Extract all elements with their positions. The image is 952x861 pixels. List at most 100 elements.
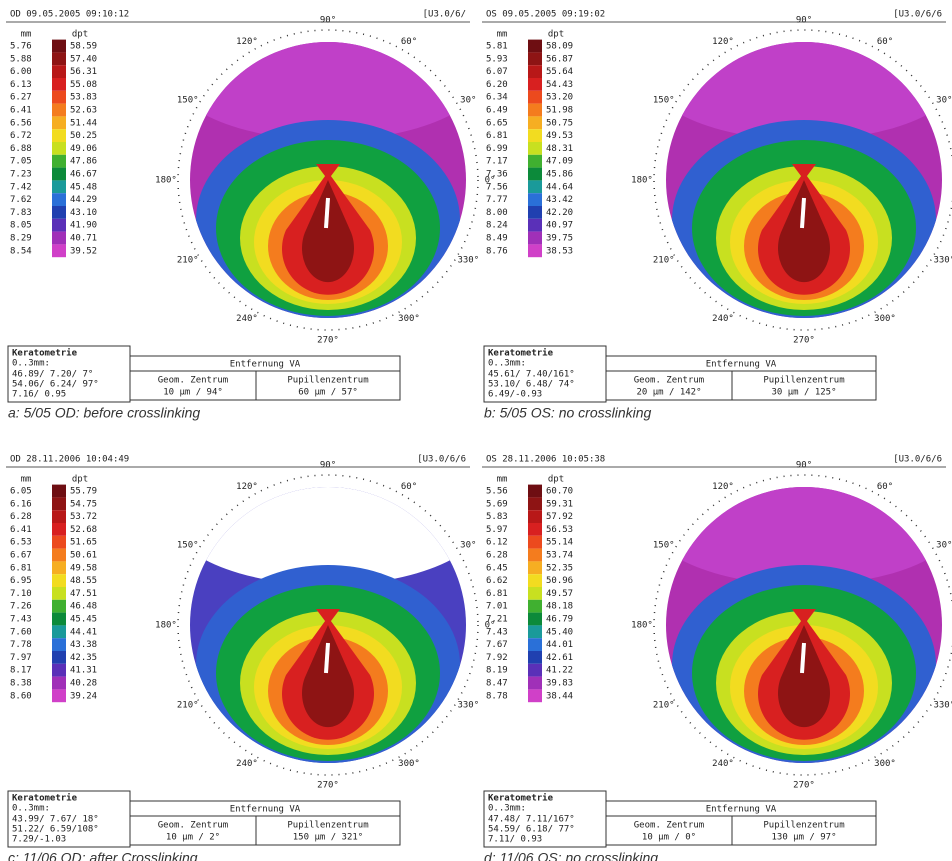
angle-label: 90° [796,16,812,26]
scale-dpt: 50.96 [546,576,573,586]
scale-mm: 6.53 [10,538,32,548]
scale-mm: 5.83 [486,512,508,522]
kerato-line: 54.06/ 6.24/ 97° [12,380,99,390]
scale-dpt: 51.98 [546,106,573,116]
angle-label: 300° [874,314,896,324]
scale-dpt: 49.58 [70,563,97,573]
scale-swatch [52,154,66,168]
scale-swatch [528,663,542,677]
scale-unit: dpt [548,475,564,485]
angle-label: 210° [177,701,199,711]
scale-mm: 7.42 [10,182,32,192]
scale-swatch [52,689,66,703]
scale-dpt: 57.40 [70,54,97,64]
scale-mm: 8.60 [10,691,32,701]
scale-mm: 8.29 [10,234,32,244]
header-left: OS 28.11.2006 10:05:38 [486,455,605,465]
map-top [666,487,942,585]
panel: OD 28.11.2006 10:04:49 [U3.0/6/6 mm dpt 6.05… [6,455,495,861]
scale-mm: 8.76 [486,246,508,256]
scale-swatch [52,548,66,562]
angle-label: 90° [796,461,812,471]
scale-dpt: 45.86 [546,170,573,180]
scale-mm: 5.76 [10,42,32,52]
topography-map [666,42,942,318]
angle-label: 60° [877,482,893,492]
scale-mm: 6.12 [486,538,508,548]
scale-dpt: 56.53 [546,525,573,535]
scale-swatch [52,65,66,78]
topography-map [190,42,466,318]
angle-label: 150° [653,96,675,106]
scale-dpt: 52.68 [70,525,97,535]
scale-mm: 7.97 [10,653,32,663]
scale-mm: 5.56 [486,487,508,497]
angle-label: 300° [398,314,420,324]
pupil-label: Pupillenzentrum [763,376,844,386]
scale-swatch [52,180,66,194]
scale-mm: 6.20 [486,80,508,90]
map-mark [800,197,806,229]
angle-label: 120° [712,482,734,492]
scale-swatch [528,129,542,142]
scale-swatch [52,523,66,536]
header-right: [U3.0/6/6 [893,10,942,20]
scale-dpt: 47.86 [70,157,97,167]
map-band [778,180,830,283]
scale-unit: mm [21,30,32,40]
scale-swatch [528,625,542,639]
scale-swatch [528,180,542,194]
scale-dpt: 46.67 [70,170,97,180]
scale-mm: 7.26 [10,602,32,612]
scale-mm: 5.97 [486,525,508,535]
kerato-title: Keratometrie [488,793,554,804]
map-mark [324,197,330,229]
distance-box [605,800,877,846]
scale-dpt: 48.55 [70,576,97,586]
kerato-title: Keratometrie [12,793,78,804]
scale-dpt: 44.64 [546,182,573,192]
panel: OD 09.05.2005 09:10:12 [U3.0/6/mm dpt 5.76 5… [6,10,495,421]
scale-swatch [528,497,542,511]
scale-dpt: 51.44 [70,118,97,128]
scale-dpt: 47.51 [70,589,97,599]
kerato-subtitle: 0..3mm: [488,359,526,369]
scale-dpt: 48.18 [546,602,573,612]
scale-mm: 6.07 [486,67,508,77]
scale-dpt: 55.64 [546,67,573,77]
scale-mm: 6.72 [10,131,32,141]
scale-mm: 7.92 [486,653,508,663]
angle-label: 120° [712,37,734,47]
scale-unit: dpt [548,30,564,40]
panel: OS 28.11.2006 10:05:38 [U3.0/6/6 mm dpt 5.56… [482,455,952,861]
scale-mm: 5.93 [486,54,508,64]
scale-swatch [52,676,66,690]
scale-swatch [528,638,542,651]
scale-mm: 8.49 [486,234,508,244]
scale-dpt: 53.72 [70,512,97,522]
map-band [302,180,354,283]
scale-mm: 6.45 [486,563,508,573]
scale-dpt: 49.53 [546,131,573,141]
distance-box [129,355,401,401]
map-band [778,625,830,728]
angle-label: 270° [793,336,815,346]
scale-swatch [528,561,542,575]
scale-swatch [52,103,66,117]
scale-dpt: 40.97 [546,221,573,231]
scale-dpt: 57.92 [546,512,573,522]
scale-swatch [52,218,66,232]
kerato-line: 7.29/-1.03 [12,835,66,845]
scale-dpt: 39.75 [546,234,573,244]
angle-label: 270° [793,781,815,791]
scale-dpt: 46.48 [70,602,97,612]
angle-label: 90° [320,16,336,26]
scale-swatch [528,78,542,91]
scale-swatch [528,599,542,613]
scale-mm: 6.28 [486,551,508,561]
scale-dpt: 47.09 [546,157,573,167]
scale-swatch [52,510,66,523]
pupil-value: 30 µm / 125° [771,388,836,398]
scale-dpt: 53.74 [546,551,573,561]
scale-dpt: 39.52 [70,246,97,256]
